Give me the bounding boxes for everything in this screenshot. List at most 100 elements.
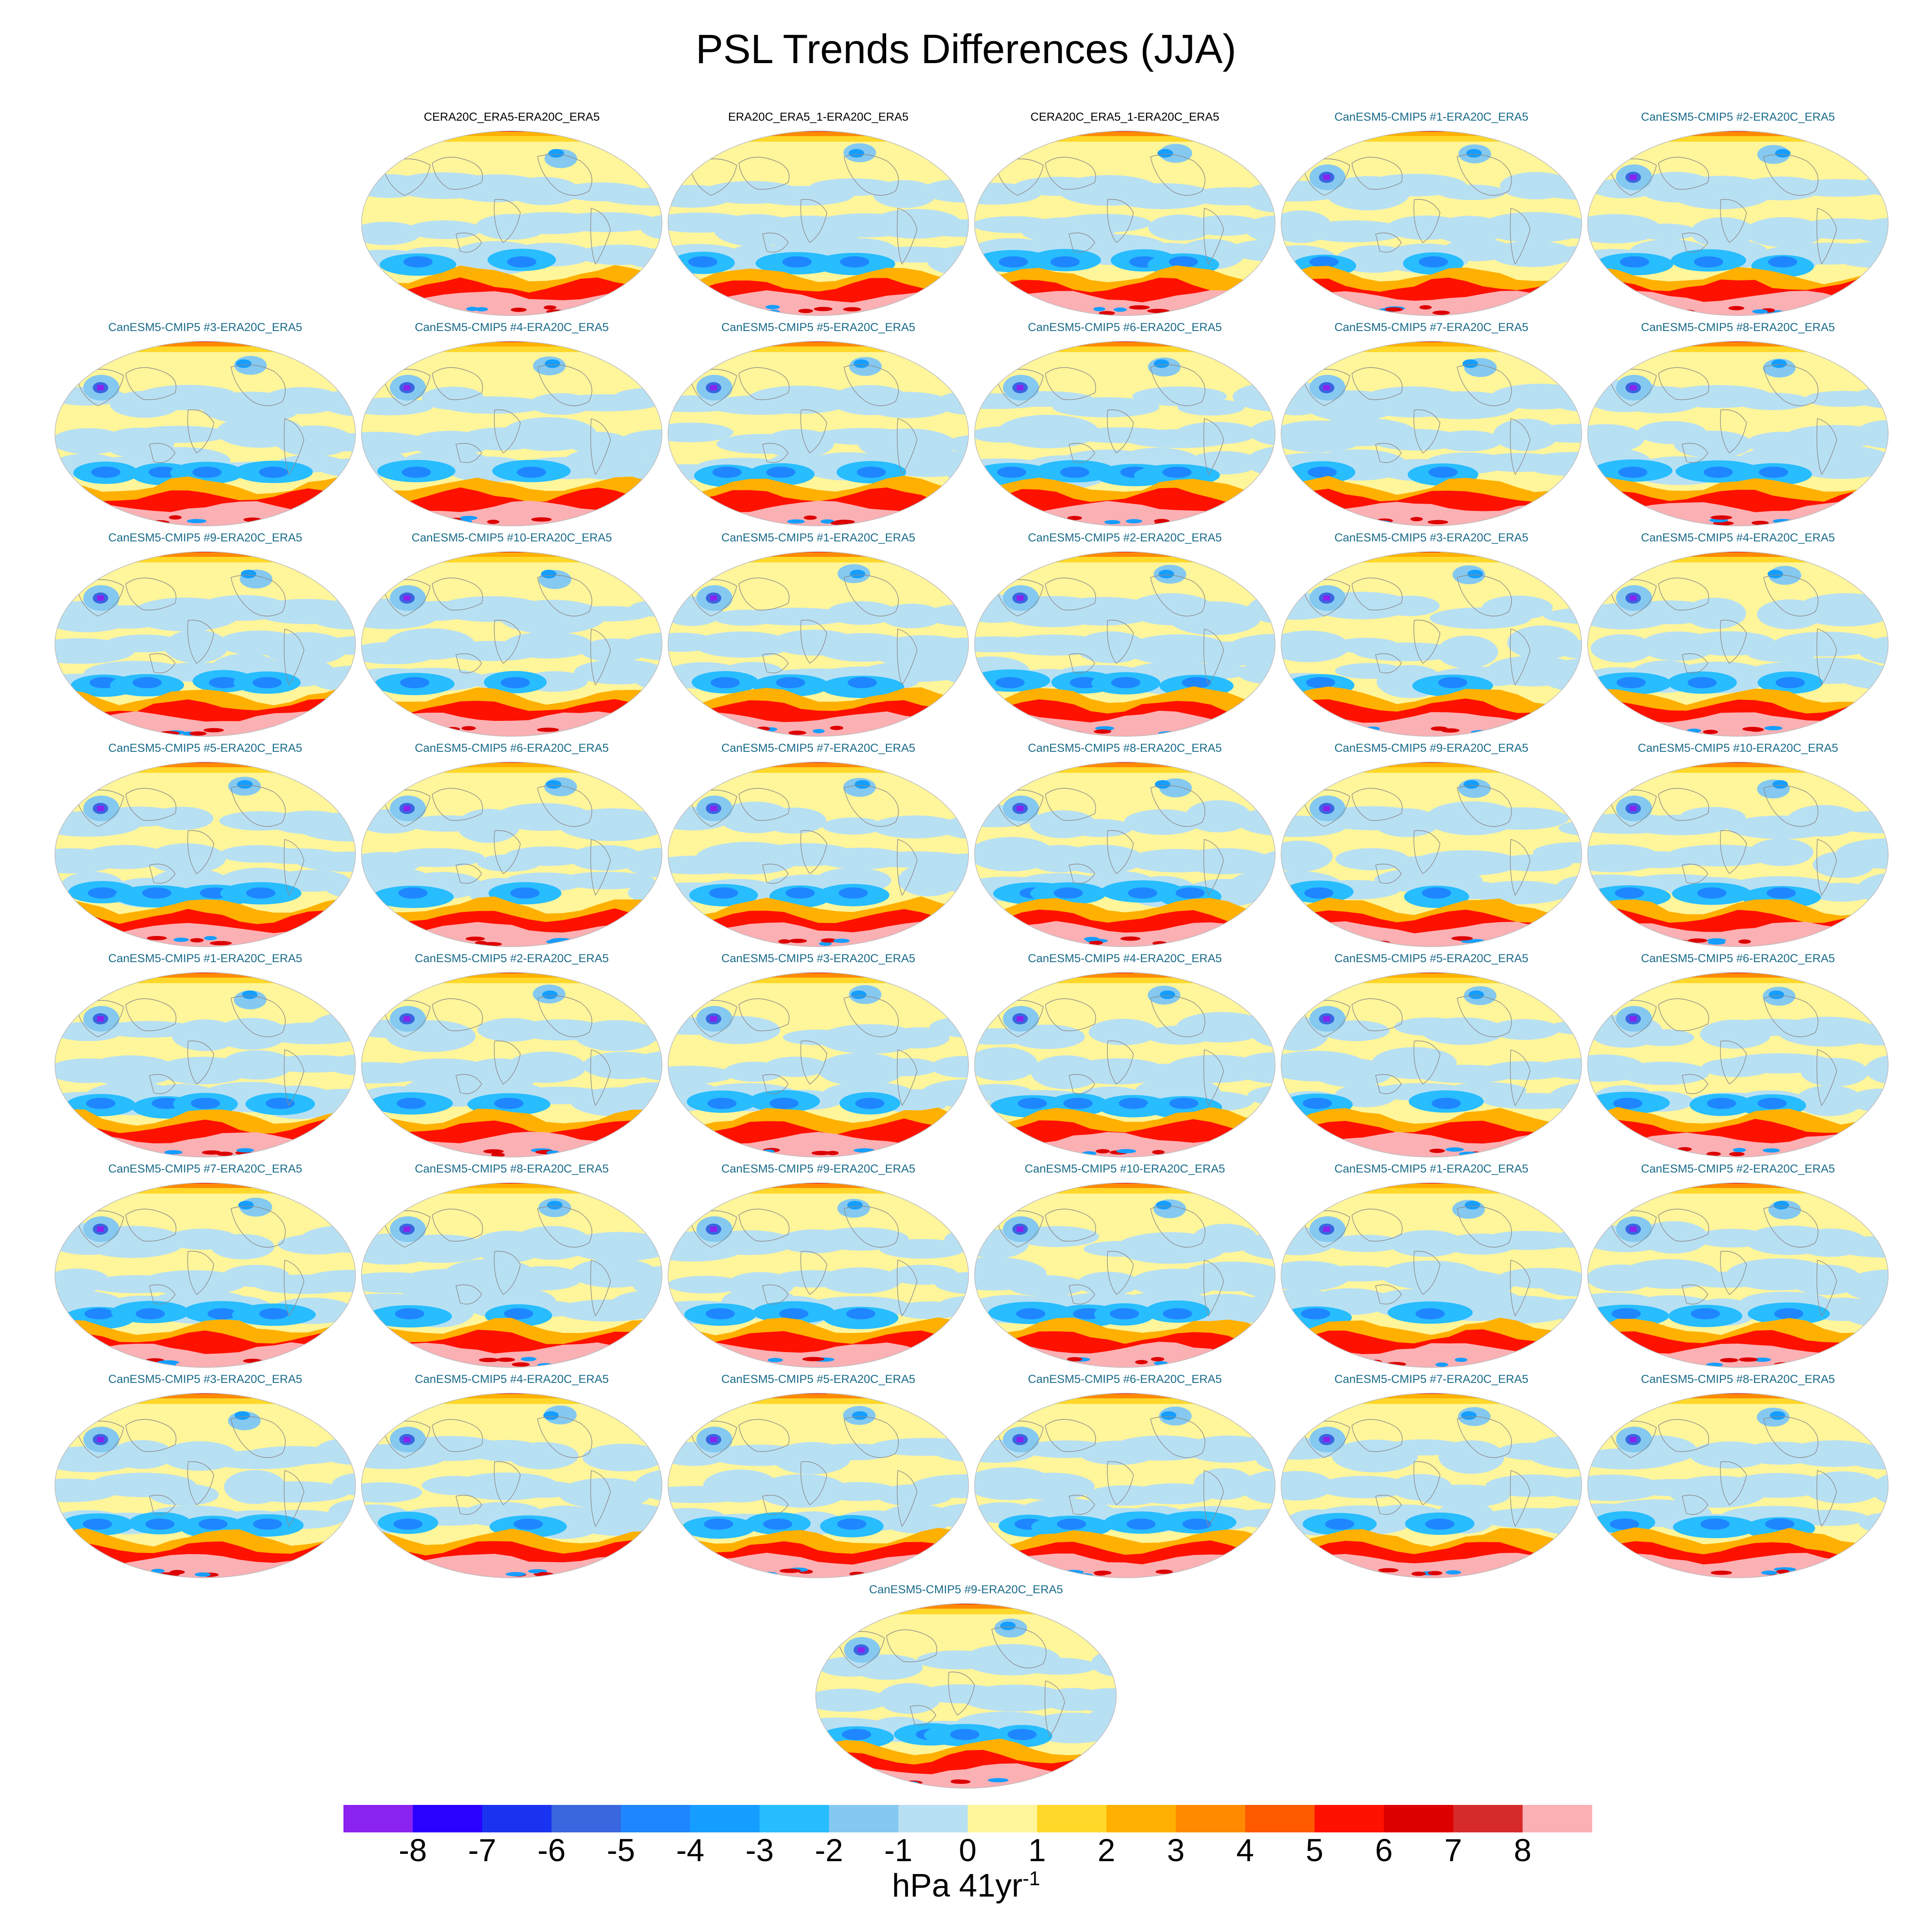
panel-title: CanESM5-CMIP5 #4-ERA20C_ERA5: [415, 1373, 609, 1385]
map-panel: CanESM5-CMIP5 #6-ERA20C_ERA5: [970, 320, 1279, 530]
map-panel: CanESM5-CMIP5 #2-ERA20C_ERA5: [1583, 109, 1893, 320]
map-field: [974, 1393, 1276, 1578]
map-field: [361, 972, 662, 1157]
panel-title: CanESM5-CMIP5 #2-ERA20C_ERA5: [415, 952, 609, 965]
panel-title: CanESM5-CMIP5 #5-ERA20C_ERA5: [721, 321, 915, 334]
map-panel: CanESM5-CMIP5 #8-ERA20C_ERA5: [357, 1161, 666, 1372]
map-panel: CanESM5-CMIP5 #1-ERA20C_ERA5: [51, 951, 360, 1161]
map-panel: CanESM5-CMIP5 #10-ERA20C_ERA5: [357, 530, 666, 741]
panel-title: CanESM5-CMIP5 #9-ERA20C_ERA5: [721, 1162, 915, 1175]
map-field: [361, 1393, 662, 1578]
map-field: [668, 762, 969, 947]
map-field: [668, 131, 969, 316]
panel-title: CanESM5-CMIP5 #3-ERA20C_ERA5: [1334, 531, 1528, 544]
map-panel: CanESM5-CMIP5 #3-ERA20C_ERA5: [51, 1372, 360, 1582]
map-field: [361, 131, 662, 316]
map-field: [361, 551, 662, 737]
map-field: [1281, 131, 1582, 316]
map-field: [1587, 1182, 1889, 1368]
map-field: [361, 341, 662, 526]
map-panel: CanESM5-CMIP5 #1-ERA20C_ERA5: [1277, 1161, 1586, 1372]
map-panel: CERA20C_ERA5_1-ERA20C_ERA5: [970, 109, 1279, 320]
map-panel: CanESM5-CMIP5 #7-ERA20C_ERA5: [664, 741, 973, 951]
map-panel: CanESM5-CMIP5 #8-ERA20C_ERA5: [1583, 320, 1893, 530]
map-field: [1281, 551, 1582, 737]
map-field: [1587, 762, 1889, 947]
panel-title: CanESM5-CMIP5 #3-ERA20C_ERA5: [108, 321, 302, 334]
map-field: [1587, 131, 1889, 316]
map-panel: CanESM5-CMIP5 #1-ERA20C_ERA5: [1277, 109, 1586, 320]
panel-title: CanESM5-CMIP5 #1-ERA20C_ERA5: [1334, 110, 1528, 123]
map-field: [668, 972, 969, 1157]
panel-title: CanESM5-CMIP5 #6-ERA20C_ERA5: [1028, 321, 1222, 334]
panel-title: CanESM5-CMIP5 #7-ERA20C_ERA5: [721, 741, 915, 754]
map-field: [1587, 341, 1889, 526]
map-field: [1281, 1182, 1582, 1368]
map-panel: CanESM5-CMIP5 #3-ERA20C_ERA5: [1277, 530, 1586, 741]
map-field: [55, 1182, 356, 1368]
map-panel: CanESM5-CMIP5 #8-ERA20C_ERA5: [970, 741, 1279, 951]
map-panel: CanESM5-CMIP5 #3-ERA20C_ERA5: [664, 951, 973, 1161]
colorbar-units: hPa 41yr-1: [0, 1867, 1932, 1904]
panel-title: CanESM5-CMIP5 #9-ERA20C_ERA5: [1334, 741, 1528, 754]
map-panel: CanESM5-CMIP5 #6-ERA20C_ERA5: [1583, 951, 1893, 1161]
panel-title: CERA20C_ERA5_1-ERA20C_ERA5: [1030, 110, 1219, 123]
map-panel: CanESM5-CMIP5 #4-ERA20C_ERA5: [357, 1372, 666, 1582]
panel-title: CanESM5-CMIP5 #2-ERA20C_ERA5: [1641, 110, 1835, 123]
panel-title: CanESM5-CMIP5 #5-ERA20C_ERA5: [108, 741, 302, 754]
panel-title: CanESM5-CMIP5 #1-ERA20C_ERA5: [1334, 1162, 1528, 1175]
map-panel: CanESM5-CMIP5 #5-ERA20C_ERA5: [51, 741, 360, 951]
map-panel: CanESM5-CMIP5 #3-ERA20C_ERA5: [51, 320, 360, 530]
map-field: [55, 551, 356, 737]
map-field: [974, 131, 1276, 316]
map-panel: CanESM5-CMIP5 #6-ERA20C_ERA5: [357, 741, 666, 951]
panel-title: CanESM5-CMIP5 #7-ERA20C_ERA5: [108, 1162, 302, 1175]
panel-title: CanESM5-CMIP5 #7-ERA20C_ERA5: [1334, 321, 1528, 334]
panel-title: CanESM5-CMIP5 #6-ERA20C_ERA5: [1028, 1373, 1222, 1385]
map-field: [974, 972, 1276, 1157]
map-panel: CanESM5-CMIP5 #2-ERA20C_ERA5: [970, 530, 1279, 741]
map-field: [1281, 972, 1582, 1157]
panel-title: CanESM5-CMIP5 #4-ERA20C_ERA5: [1641, 531, 1835, 544]
map-field: [55, 762, 356, 947]
map-panel: CanESM5-CMIP5 #7-ERA20C_ERA5: [1277, 1372, 1586, 1582]
figure-title: PSL Trends Differences (JJA): [696, 26, 1236, 72]
map-field: [1281, 341, 1582, 526]
map-field: [974, 341, 1276, 526]
map-field: [668, 1182, 969, 1368]
panel-title: CanESM5-CMIP5 #4-ERA20C_ERA5: [415, 321, 609, 334]
map-field: [1281, 762, 1582, 947]
map-panel: CanESM5-CMIP5 #9-ERA20C_ERA5: [664, 1161, 973, 1372]
units-main: hPa 41yr: [892, 1867, 1023, 1904]
map-field: [668, 1393, 969, 1578]
map-panel: CanESM5-CMIP5 #4-ERA20C_ERA5: [357, 320, 666, 530]
panel-title: CanESM5-CMIP5 #6-ERA20C_ERA5: [1641, 952, 1835, 965]
map-field: [974, 762, 1276, 947]
map-field: [55, 1393, 356, 1578]
map-field: [668, 341, 969, 526]
map-panel: CanESM5-CMIP5 #5-ERA20C_ERA5: [664, 1372, 973, 1582]
map-panel: CanESM5-CMIP5 #10-ERA20C_ERA5: [970, 1161, 1279, 1372]
panel-title: CanESM5-CMIP5 #7-ERA20C_ERA5: [1334, 1373, 1528, 1385]
map-panel: ERA20C_ERA5_1-ERA20C_ERA5: [664, 109, 973, 320]
map-field: [1587, 551, 1889, 737]
panel-title: CanESM5-CMIP5 #2-ERA20C_ERA5: [1028, 531, 1222, 544]
panel-title: CanESM5-CMIP5 #8-ERA20C_ERA5: [1028, 741, 1222, 754]
map-field: [974, 551, 1276, 737]
panel-title: CanESM5-CMIP5 #6-ERA20C_ERA5: [415, 741, 609, 754]
map-panel: CanESM5-CMIP5 #4-ERA20C_ERA5: [1583, 530, 1893, 741]
panel-title: CanESM5-CMIP5 #3-ERA20C_ERA5: [721, 952, 915, 965]
map-panel: CanESM5-CMIP5 #8-ERA20C_ERA5: [1583, 1372, 1893, 1582]
map-field: [361, 1182, 662, 1368]
panel-title: CanESM5-CMIP5 #2-ERA20C_ERA5: [1641, 1162, 1835, 1175]
map-panel: CanESM5-CMIP5 #7-ERA20C_ERA5: [1277, 320, 1586, 530]
panel-title: CanESM5-CMIP5 #10-ERA20C_ERA5: [1024, 1162, 1225, 1175]
map-panel: CanESM5-CMIP5 #4-ERA20C_ERA5: [970, 951, 1279, 1161]
map-field: [974, 1182, 1276, 1368]
panel-title: CERA20C_ERA5-ERA20C_ERA5: [424, 110, 600, 123]
map-field: [55, 972, 356, 1157]
map-field: [55, 341, 356, 526]
map-panel: CanESM5-CMIP5 #5-ERA20C_ERA5: [1277, 951, 1586, 1161]
map-panel: CanESM5-CMIP5 #9-ERA20C_ERA5: [811, 1582, 1121, 1792]
